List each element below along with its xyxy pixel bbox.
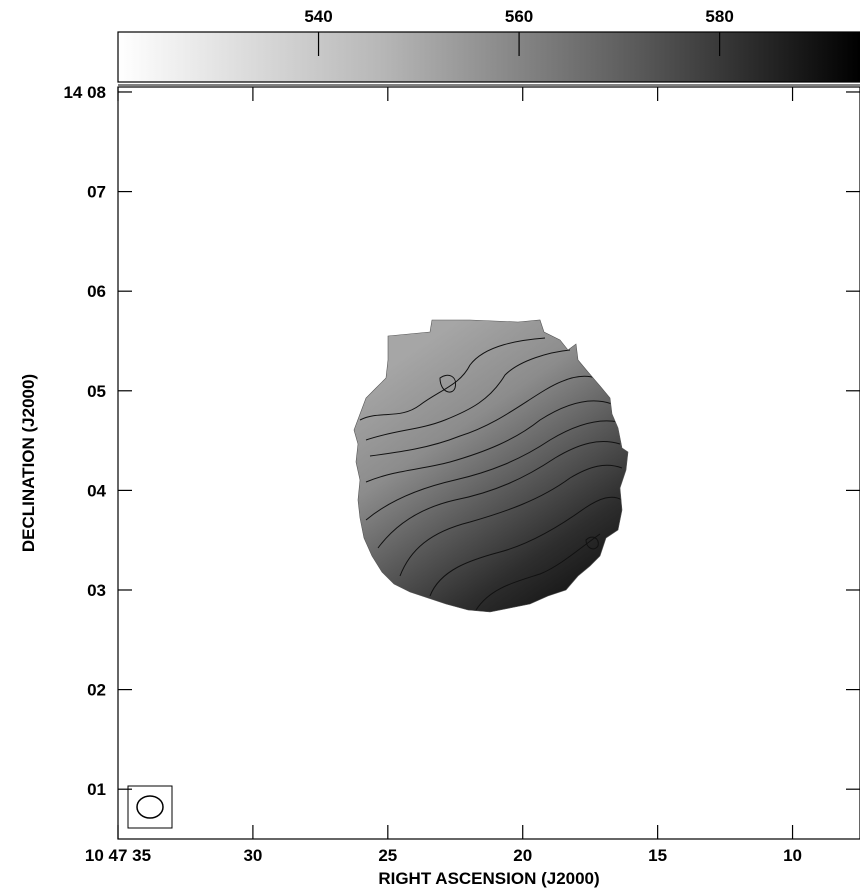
y-tick-label: 03 [87,581,106,600]
x-tick-label: 30 [243,846,262,865]
y-tick-label: 02 [87,681,106,700]
beam-ellipse [136,795,164,819]
colorbar-tick-label: 580 [705,7,733,26]
contour-line [365,349,571,441]
x-tick-label: 20 [513,846,532,865]
contour-line [399,464,623,577]
beam-box [127,785,173,829]
contour-line [365,420,619,521]
colorbar-ticks: 540 560 580 [304,7,734,56]
contour-line [365,400,613,483]
x-tick-label: 25 [378,846,397,865]
contour-line [377,441,621,549]
y-tick-label: 14 08 [63,83,106,102]
x-tick-label: 15 [648,846,667,865]
image-panel: 10 47 35 30 25 20 15 10 14 08 07 06 05 04 03 02 01 [63,83,860,865]
contour-line [359,337,546,421]
velocity-disk-outline [353,319,629,613]
contour-line [439,374,457,393]
colorbar-gradient [117,31,860,83]
y-tick-label: 06 [87,282,106,301]
colorbar-tick-label: 540 [304,7,332,26]
y-tick-label: 04 [87,481,106,500]
colorbar-tick-label: 560 [505,7,533,26]
velocity-disk [354,320,628,612]
contour-line [585,536,599,550]
contour-lines [359,337,623,611]
contour-line [369,375,601,457]
x-axis-label: RIGHT ASCENSION (J2000) [378,869,599,888]
plot-frame [117,86,860,840]
y-tick-label: 07 [87,183,106,202]
velocity-map [353,319,629,613]
beam-indicator [127,785,173,829]
axis-ticks: 10 47 35 30 25 20 15 10 14 08 07 06 05 04 03 02 01 [63,83,860,865]
x-tick-label: 10 [783,846,802,865]
y-axis-label: DECLINATION (J2000) [19,374,38,552]
y-tick-label: 05 [87,382,106,401]
y-tick-label: 01 [87,780,106,799]
contour-line [475,533,601,611]
contour-line [429,496,623,597]
x-tick-label: 10 47 35 [85,846,151,865]
colorbar: 540 560 580 [117,7,860,86]
